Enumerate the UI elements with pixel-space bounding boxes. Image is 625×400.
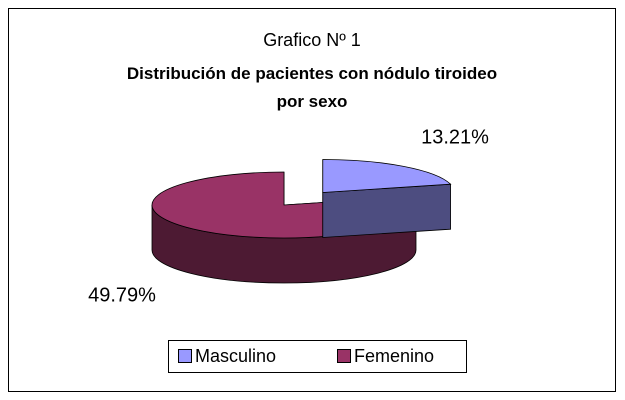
chart-border bbox=[8, 8, 616, 392]
slice-wall bbox=[322, 183, 451, 238]
chart-title: Grafico Nº 1 bbox=[263, 30, 361, 50]
legend-label: Femenino bbox=[354, 346, 434, 366]
legend-swatch bbox=[178, 349, 192, 363]
chart-subtitle: Distribución de pacientes con nódulo tir… bbox=[126, 64, 498, 111]
legend-label: Masculino bbox=[195, 346, 276, 366]
data-label: 13.21% bbox=[421, 126, 489, 148]
slice bbox=[322, 159, 452, 193]
data-label: 49.79% bbox=[88, 284, 156, 306]
legend-swatch bbox=[337, 349, 351, 363]
legend-box bbox=[168, 340, 467, 373]
